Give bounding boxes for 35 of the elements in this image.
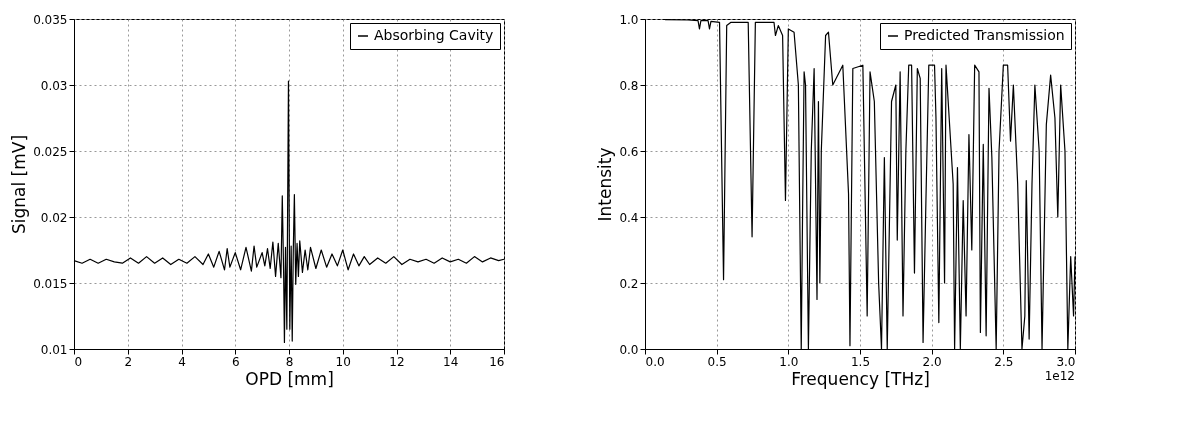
y-axis-title: Intensity — [595, 147, 616, 222]
y-tick-label: 0.02 — [40, 210, 68, 225]
y-tick-label: 0.4 — [619, 210, 639, 225]
x-tick-label: 12 — [389, 354, 405, 369]
y-tick-label: 0.01 — [40, 342, 68, 357]
x-tick-label: 1.0 — [779, 354, 799, 369]
y-tick-label: 0.6 — [619, 144, 639, 159]
x-tick-label: 16 — [489, 354, 505, 369]
y-tick-label: 0.03 — [40, 78, 68, 93]
x-axis-title: Frequency [THz] — [791, 368, 930, 389]
x-tick-label: 8 — [285, 354, 294, 369]
y-tick-label: 0.035 — [33, 12, 68, 27]
x-tick-label: 2.5 — [994, 354, 1014, 369]
x-tick-label: 14 — [443, 354, 459, 369]
x-tick-label: 6 — [231, 354, 240, 369]
x-tick-label: 2 — [124, 354, 133, 369]
x-tick-label: 2.0 — [922, 354, 942, 369]
x-tick-label: 0.5 — [707, 354, 727, 369]
x-tick-label: 10 — [335, 354, 351, 369]
text: 1e12 — [1044, 369, 1075, 383]
legend-label: Absorbing Cavity — [374, 27, 494, 43]
x-tick-label: 1.5 — [850, 354, 871, 369]
legend-label: Predicted Transmission — [904, 27, 1065, 43]
y-axis-title: Signal [mV] — [9, 134, 30, 235]
y-tick-label: 0.8 — [619, 78, 639, 93]
y-tick-label: 0.025 — [33, 144, 68, 159]
y-tick-label: 0.015 — [33, 276, 68, 291]
x-tick-label: 3.0 — [1056, 354, 1076, 369]
y-tick-label: 0.0 — [619, 342, 639, 357]
x-tick-label: 4 — [178, 354, 186, 369]
y-tick-label: 0.2 — [619, 276, 639, 291]
x-tick-label: 0.0 — [645, 354, 665, 369]
x-tick-label: 0 — [74, 354, 83, 369]
x-axis-title: OPD [mm] — [245, 368, 334, 389]
y-tick-label: 1.0 — [619, 12, 639, 27]
